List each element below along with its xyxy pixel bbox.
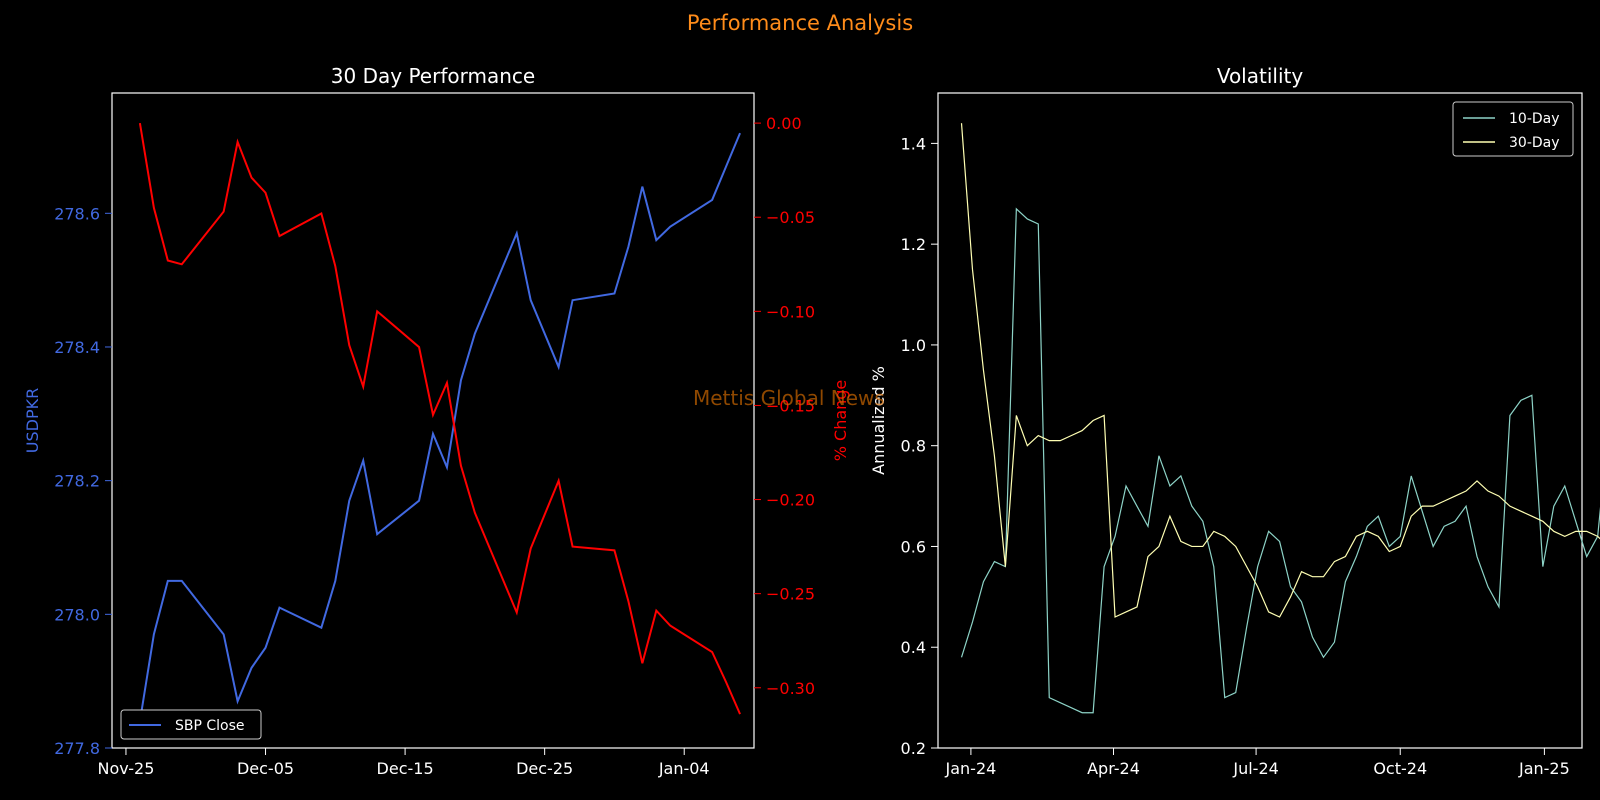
- figure-suptitle: Performance Analysis: [686, 11, 914, 35]
- legend-label-10-day: 10-Day: [1509, 111, 1560, 127]
- right-chart-title: Volatility: [1217, 64, 1304, 88]
- legend-label-sbp-close: SBP Close: [175, 718, 245, 734]
- left-x-tick-label: Dec-05: [237, 759, 294, 778]
- left-chart-30-day-performance: 30 Day Performance Nov-25 Dec-05 Dec-15 Dec-…: [23, 64, 850, 778]
- vol-x-tick-label: Jan-25: [1518, 759, 1570, 778]
- vol-y-tick-label: 1.0: [901, 336, 926, 355]
- watermark-text: Mettis Global News: [693, 386, 885, 410]
- right-y-tick-label: −0.25: [766, 585, 815, 604]
- left-x-tick-label: Dec-25: [516, 759, 573, 778]
- left-x-tick-label: Jan-04: [658, 759, 710, 778]
- right-y-tick-label: −0.20: [766, 491, 815, 510]
- right-y-tick-label: −0.30: [766, 679, 815, 698]
- series-line-pct-change: [138, 122, 741, 715]
- left-y-tick-label: 278.6: [54, 204, 100, 223]
- right-y-axis-label: % Change: [831, 380, 850, 462]
- series-line-10-day: [960, 207, 1600, 714]
- legend-label-30-day: 30-Day: [1509, 135, 1560, 151]
- right-plot-frame: [937, 92, 1583, 749]
- series-line-30-day: [960, 123, 1600, 618]
- left-plot-frame: [111, 92, 755, 749]
- vol-x-tick-label: Jan-24: [945, 759, 997, 778]
- vol-y-tick-label: 0.6: [901, 537, 926, 556]
- vol-x-tick-label: Jul-24: [1232, 759, 1278, 778]
- left-chart-title: 30 Day Performance: [331, 64, 535, 88]
- left-legend-box: [120, 709, 262, 740]
- vol-y-tick-label: 0.4: [901, 638, 926, 657]
- right-chart-volatility: Volatility Jan-24 Apr-24 Jul-24 Oct-24 Jan-25…: [869, 64, 1600, 778]
- left-y-axis-label: USDPKR: [23, 388, 42, 453]
- vol-y-tick-label: 0.2: [901, 739, 926, 758]
- left-y-tick-label: 278.2: [54, 472, 100, 491]
- right-y-tick-label: −0.05: [766, 208, 815, 227]
- right-y-tick-label: 0.00: [766, 114, 802, 133]
- vol-x-tick-label: Apr-24: [1087, 759, 1140, 778]
- left-x-tick-label: Dec-15: [377, 759, 434, 778]
- vol-y-tick-label: 0.8: [901, 437, 926, 456]
- series-line-sbp-close: [138, 132, 741, 722]
- left-y-tick-label: 278.0: [54, 605, 100, 624]
- left-x-tick-label: Nov-25: [97, 759, 154, 778]
- vol-y-axis-label: Annualized %: [869, 366, 888, 475]
- vol-y-tick-label: 1.2: [901, 235, 926, 254]
- vol-x-tick-label: Oct-24: [1373, 759, 1427, 778]
- left-y-tick-label: 277.8: [54, 739, 100, 758]
- right-y-tick-label: −0.15: [766, 396, 815, 415]
- vol-y-tick-label: 1.4: [901, 134, 926, 153]
- left-y-tick-label: 278.4: [54, 338, 100, 357]
- right-y-tick-label: −0.10: [766, 302, 815, 321]
